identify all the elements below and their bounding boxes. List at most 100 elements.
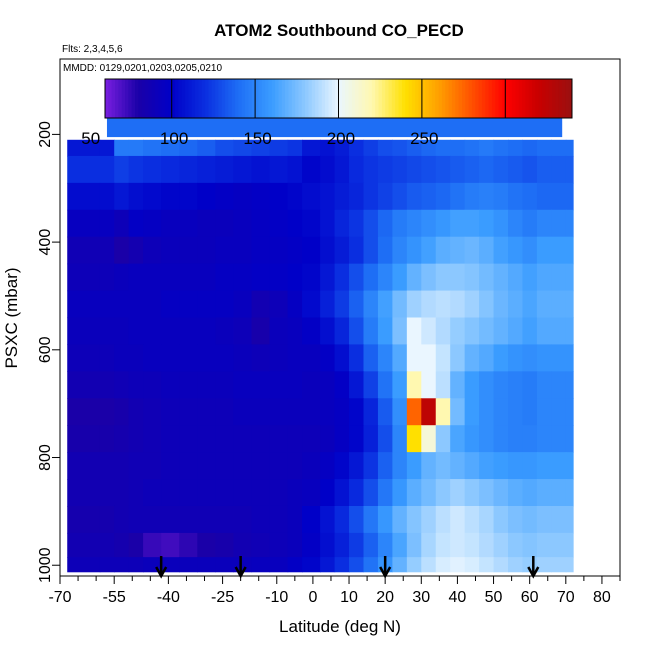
heatmap-cell: [320, 425, 336, 453]
heatmap-cell: [406, 344, 422, 372]
heatmap-cell: [392, 371, 408, 399]
heatmap-cell: [320, 505, 336, 534]
heatmap-cell: [421, 557, 437, 573]
heatmap-cell: [269, 532, 289, 558]
heatmap-cell: [508, 344, 524, 372]
heatmap-cell: [161, 398, 180, 426]
heatmap-cell: [67, 317, 101, 346]
heatmap-cell: [551, 236, 567, 265]
heatmap-cell: [464, 532, 480, 558]
y-tick-label: 800: [37, 444, 54, 471]
colorbar-segment: [508, 79, 513, 118]
colorbar-segment: [528, 79, 533, 118]
colorbar-segment: [441, 79, 446, 118]
heatmap-cell: [99, 290, 115, 319]
heatmap-cell: [67, 236, 101, 265]
heatmap-cell: [114, 452, 130, 480]
heatmap-cell: [464, 155, 480, 184]
colorbar-segment: [555, 79, 560, 118]
heatmap-cell: [565, 155, 574, 184]
heatmap-cell: [197, 139, 216, 157]
heatmap-cell: [302, 290, 321, 319]
colorbar-segment: [285, 79, 289, 118]
heatmap-cell: [302, 182, 321, 211]
heatmap-cell: [161, 479, 180, 507]
heatmap-cell: [406, 505, 422, 534]
heatmap-cell: [406, 182, 422, 211]
heatmap-cell: [320, 532, 336, 558]
heatmap-cell: [302, 263, 321, 292]
heatmap-cell: [508, 263, 524, 292]
heatmap-cell: [349, 505, 365, 534]
colorbar-segment: [335, 79, 339, 118]
colorbar-segment: [141, 79, 146, 118]
heatmap-cell: [464, 182, 480, 211]
heatmap-cell: [179, 557, 198, 573]
heatmap-cell: [551, 479, 567, 507]
heatmap-cell: [450, 263, 466, 292]
colorbar-segment: [338, 79, 343, 118]
heatmap-cell: [363, 139, 379, 157]
colorbar-segment: [178, 79, 183, 118]
heatmap-cell: [251, 290, 271, 319]
heatmap-cell: [392, 182, 408, 211]
colorbar-segment: [378, 79, 383, 118]
heatmap-cell: [320, 371, 336, 399]
colorbar-segment: [331, 79, 336, 118]
x-tick-label: 50: [485, 589, 503, 606]
heatmap-cell: [522, 236, 538, 265]
colorbar: 50 100 150 200 250: [81, 78, 573, 148]
heatmap-cell: [565, 452, 574, 480]
heatmap-cell: [464, 263, 480, 292]
heatmap-cell: [479, 371, 495, 399]
heatmap-cell: [287, 139, 303, 157]
heatmap-cell: [565, 317, 574, 346]
heatmap-cell: [406, 479, 422, 507]
heatmap-cell: [287, 479, 303, 507]
heatmap-cell: [493, 155, 509, 184]
colorbar-segment: [235, 79, 239, 118]
heatmap-cell: [565, 139, 574, 157]
colorbar-segment: [275, 79, 279, 118]
colorbar-segment: [228, 79, 233, 118]
heatmap-cell: [450, 139, 466, 157]
heatmap-cell: [493, 139, 509, 157]
colorbar-segment: [408, 79, 413, 118]
heatmap-cell: [565, 479, 574, 507]
heatmap-cell: [377, 139, 393, 157]
colorbar-segment: [461, 79, 466, 118]
x-tick-label: 40: [449, 589, 467, 606]
colorbar-segment: [455, 79, 460, 118]
heatmap-cell: [536, 479, 552, 507]
heatmap-cell: [421, 371, 437, 399]
heatmap-cell: [392, 209, 408, 238]
heatmap-cell: [508, 236, 524, 265]
heatmap-cell: [421, 317, 437, 346]
heatmap-cell: [128, 209, 144, 238]
heatmap-cell: [233, 479, 253, 507]
heatmap-cell: [128, 532, 144, 558]
heatmap-cell: [392, 290, 408, 319]
heatmap-cell: [320, 155, 336, 184]
heatmap-cell: [143, 371, 162, 399]
heatmap-cell: [334, 290, 350, 319]
heatmap-cell: [197, 425, 216, 453]
colorbar-segment: [365, 79, 370, 118]
heatmap-cell: [551, 532, 567, 558]
heatmap-cell: [197, 398, 216, 426]
heatmap-cell: [67, 263, 101, 292]
heatmap-cell: [479, 182, 495, 211]
heatmap-cell: [349, 344, 365, 372]
heatmap-cell: [233, 182, 253, 211]
heatmap-cell: [143, 425, 162, 453]
heatmap-cell: [320, 344, 336, 372]
colorbar-segment: [348, 79, 353, 118]
colorbar-segment: [448, 79, 453, 118]
heatmap-cell: [215, 452, 235, 480]
heatmap-cell: [233, 398, 253, 426]
colorbar-segment: [218, 79, 223, 118]
heatmap-cell: [421, 236, 437, 265]
heatmap-cell: [522, 139, 538, 157]
x-tick-label: 80: [593, 589, 611, 606]
colorbar-segment: [321, 79, 326, 118]
